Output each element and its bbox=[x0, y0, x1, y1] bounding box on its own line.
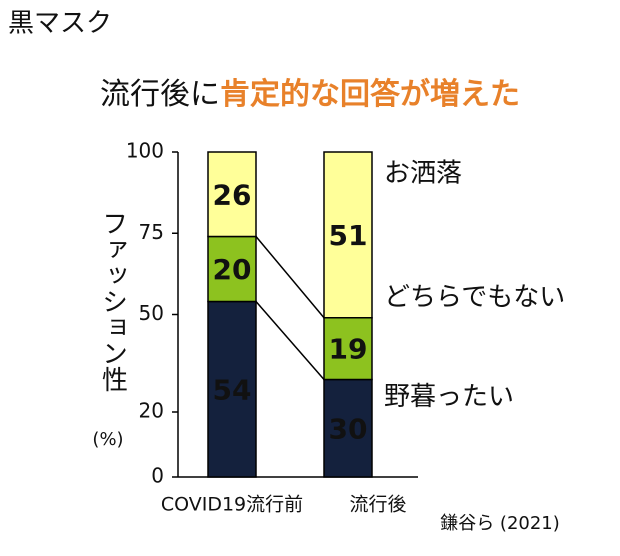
connector bbox=[255, 236, 325, 319]
y-tick-label: 75 bbox=[139, 220, 164, 244]
value-label: 20 bbox=[213, 253, 252, 286]
value-label: 26 bbox=[213, 178, 252, 211]
value-label: 19 bbox=[329, 333, 368, 366]
legend-label: 野暮ったい bbox=[384, 382, 514, 412]
value-label: 30 bbox=[329, 412, 368, 445]
value-label: 51 bbox=[329, 219, 368, 252]
subtitle-highlight: 肯定的な回答が増えた bbox=[220, 77, 520, 112]
bar-segment bbox=[207, 235, 257, 303]
connector bbox=[255, 301, 325, 380]
subtitle-part: 流行後に bbox=[100, 77, 220, 112]
y-tick-label: 100 bbox=[126, 139, 164, 163]
bar-segment bbox=[323, 151, 373, 319]
chart-subtitle: 流行後に肯定的な回答が増えた bbox=[100, 77, 520, 112]
bar-segment bbox=[207, 151, 257, 238]
x-tick-label: 流行後 bbox=[349, 494, 406, 516]
legend-label: どちらでもない bbox=[384, 282, 565, 312]
y-tick-label: 50 bbox=[139, 301, 164, 325]
y-tick-label: 0 bbox=[151, 464, 164, 488]
bar-segment bbox=[323, 378, 373, 478]
chart-title: 黒マスク bbox=[8, 9, 112, 39]
value-label: 54 bbox=[213, 373, 252, 406]
y-axis-label: ファッション性 bbox=[98, 210, 128, 392]
bar-segment bbox=[323, 317, 373, 381]
y-tick-label: 20 bbox=[139, 399, 164, 423]
y-axis-unit: (%) bbox=[92, 429, 123, 450]
x-tick-label: COVID19流行前 bbox=[161, 494, 303, 516]
source: 鎌谷ら (2021) bbox=[440, 513, 560, 534]
legend-label: お洒落 bbox=[384, 159, 462, 189]
bar-segment bbox=[207, 300, 257, 478]
